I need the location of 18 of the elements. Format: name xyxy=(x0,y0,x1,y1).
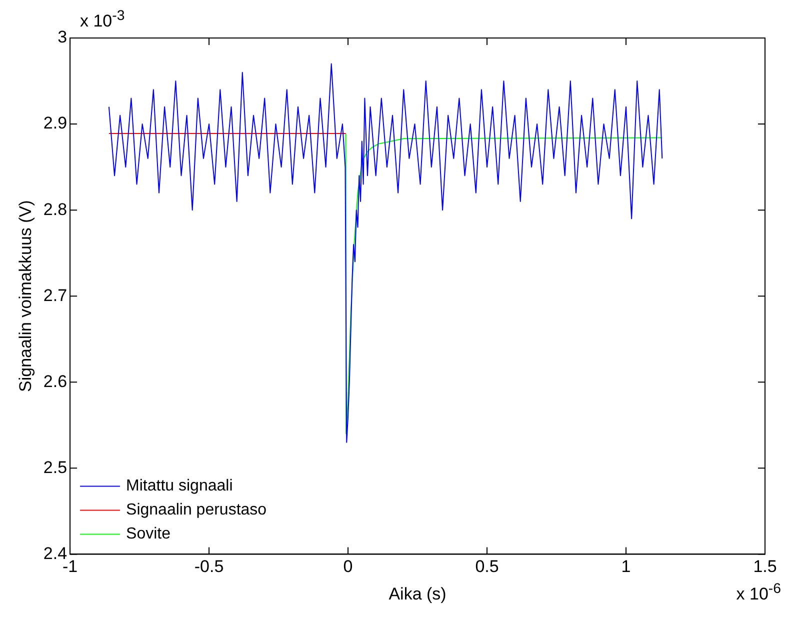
x-tick-label: 1 xyxy=(621,557,631,576)
y-axis-title: Signaalin voimakkuus (V) xyxy=(16,200,35,392)
x-tick-label: 1.5 xyxy=(753,557,777,576)
legend-label: Mitattu signaali xyxy=(126,478,233,495)
x-tick-label: 0 xyxy=(343,557,353,576)
y-tick-label: 2.8 xyxy=(43,200,68,219)
x-tick-label: -0.5 xyxy=(194,557,224,576)
y-tick-label: 2.5 xyxy=(43,458,68,477)
text: x 10$^{-6}$ xyxy=(736,581,781,605)
y-tick-label: 2.6 xyxy=(43,372,68,391)
legend-label: Sovite xyxy=(126,526,171,543)
y-tick-label: 2.7 xyxy=(43,286,68,305)
legend-label: Signaalin perustaso xyxy=(126,502,267,519)
y-tick-label: 2.9 xyxy=(43,114,68,133)
x-axis-title: Aika (s) xyxy=(388,584,446,604)
text: x 10$^{-3}$ xyxy=(80,8,125,32)
x-tick-label: 0.5 xyxy=(475,557,499,576)
y-tick-label: 3 xyxy=(58,28,68,47)
